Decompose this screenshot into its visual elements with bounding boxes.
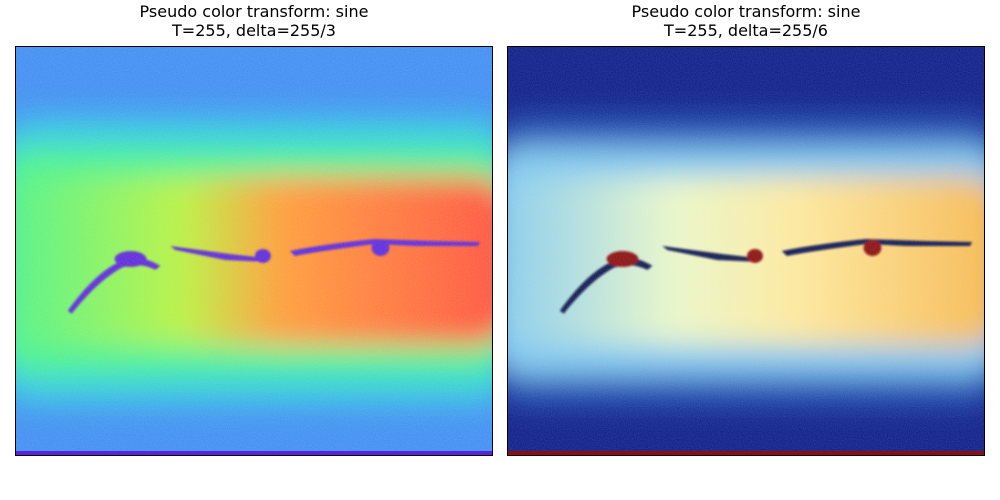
noise-overlay bbox=[16, 47, 492, 455]
panel-title-line1: Pseudo color transform: sine bbox=[631, 2, 861, 21]
panel-right: Pseudo color transform: sine T=255, delt… bbox=[507, 0, 985, 460]
panel-title-line1: Pseudo color transform: sine bbox=[139, 2, 369, 21]
noise-overlay bbox=[508, 47, 984, 455]
pseudocolor-image-delta-3 bbox=[15, 46, 493, 456]
pseudocolor-image-delta-6 bbox=[507, 46, 985, 456]
bottom-edge bbox=[508, 451, 984, 455]
panel-left: Pseudo color transform: sine T=255, delt… bbox=[15, 0, 493, 460]
pseudocolor-image-svg bbox=[16, 47, 492, 455]
pseudocolor-image-svg bbox=[508, 47, 984, 455]
panel-title-line2: T=255, delta=255/3 bbox=[172, 21, 336, 40]
bottom-edge bbox=[16, 451, 492, 455]
panel-title-line2: T=255, delta=255/6 bbox=[664, 21, 828, 40]
